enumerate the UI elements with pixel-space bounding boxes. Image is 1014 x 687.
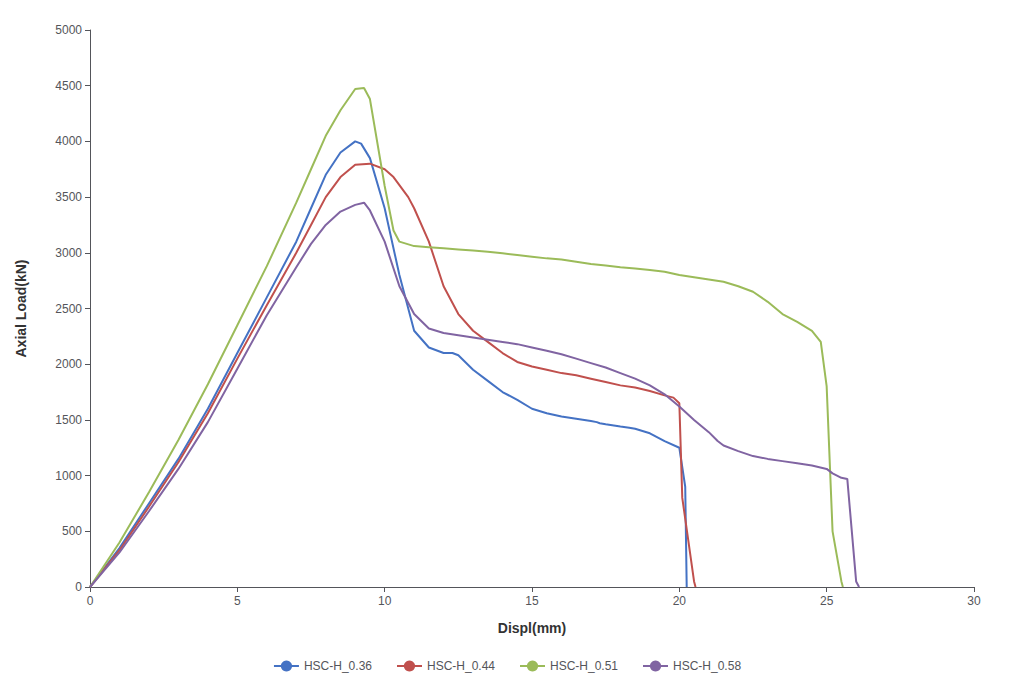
svg-text:2500: 2500 [55,302,82,316]
svg-text:500: 500 [62,524,82,538]
svg-text:25: 25 [820,594,834,608]
svg-text:3000: 3000 [55,246,82,260]
svg-text:HSC-H_0.44: HSC-H_0.44 [427,659,495,673]
svg-text:1000: 1000 [55,469,82,483]
svg-text:Displ(mm): Displ(mm) [498,620,566,636]
svg-text:30: 30 [967,594,981,608]
svg-text:1500: 1500 [55,413,82,427]
svg-text:20: 20 [673,594,687,608]
svg-text:2000: 2000 [55,357,82,371]
svg-text:15: 15 [525,594,539,608]
svg-text:5: 5 [234,594,241,608]
svg-text:HSC-H_0.36: HSC-H_0.36 [304,659,372,673]
svg-text:3500: 3500 [55,190,82,204]
svg-text:0: 0 [75,580,82,594]
svg-text:4000: 4000 [55,134,82,148]
svg-text:4500: 4500 [55,79,82,93]
svg-text:5000: 5000 [55,23,82,37]
svg-text:Axial Load(kN): Axial Load(kN) [13,259,29,357]
svg-text:HSC-H_0.58: HSC-H_0.58 [673,659,741,673]
svg-text:HSC-H_0.51: HSC-H_0.51 [550,659,618,673]
svg-text:0: 0 [87,594,94,608]
svg-text:10: 10 [378,594,392,608]
